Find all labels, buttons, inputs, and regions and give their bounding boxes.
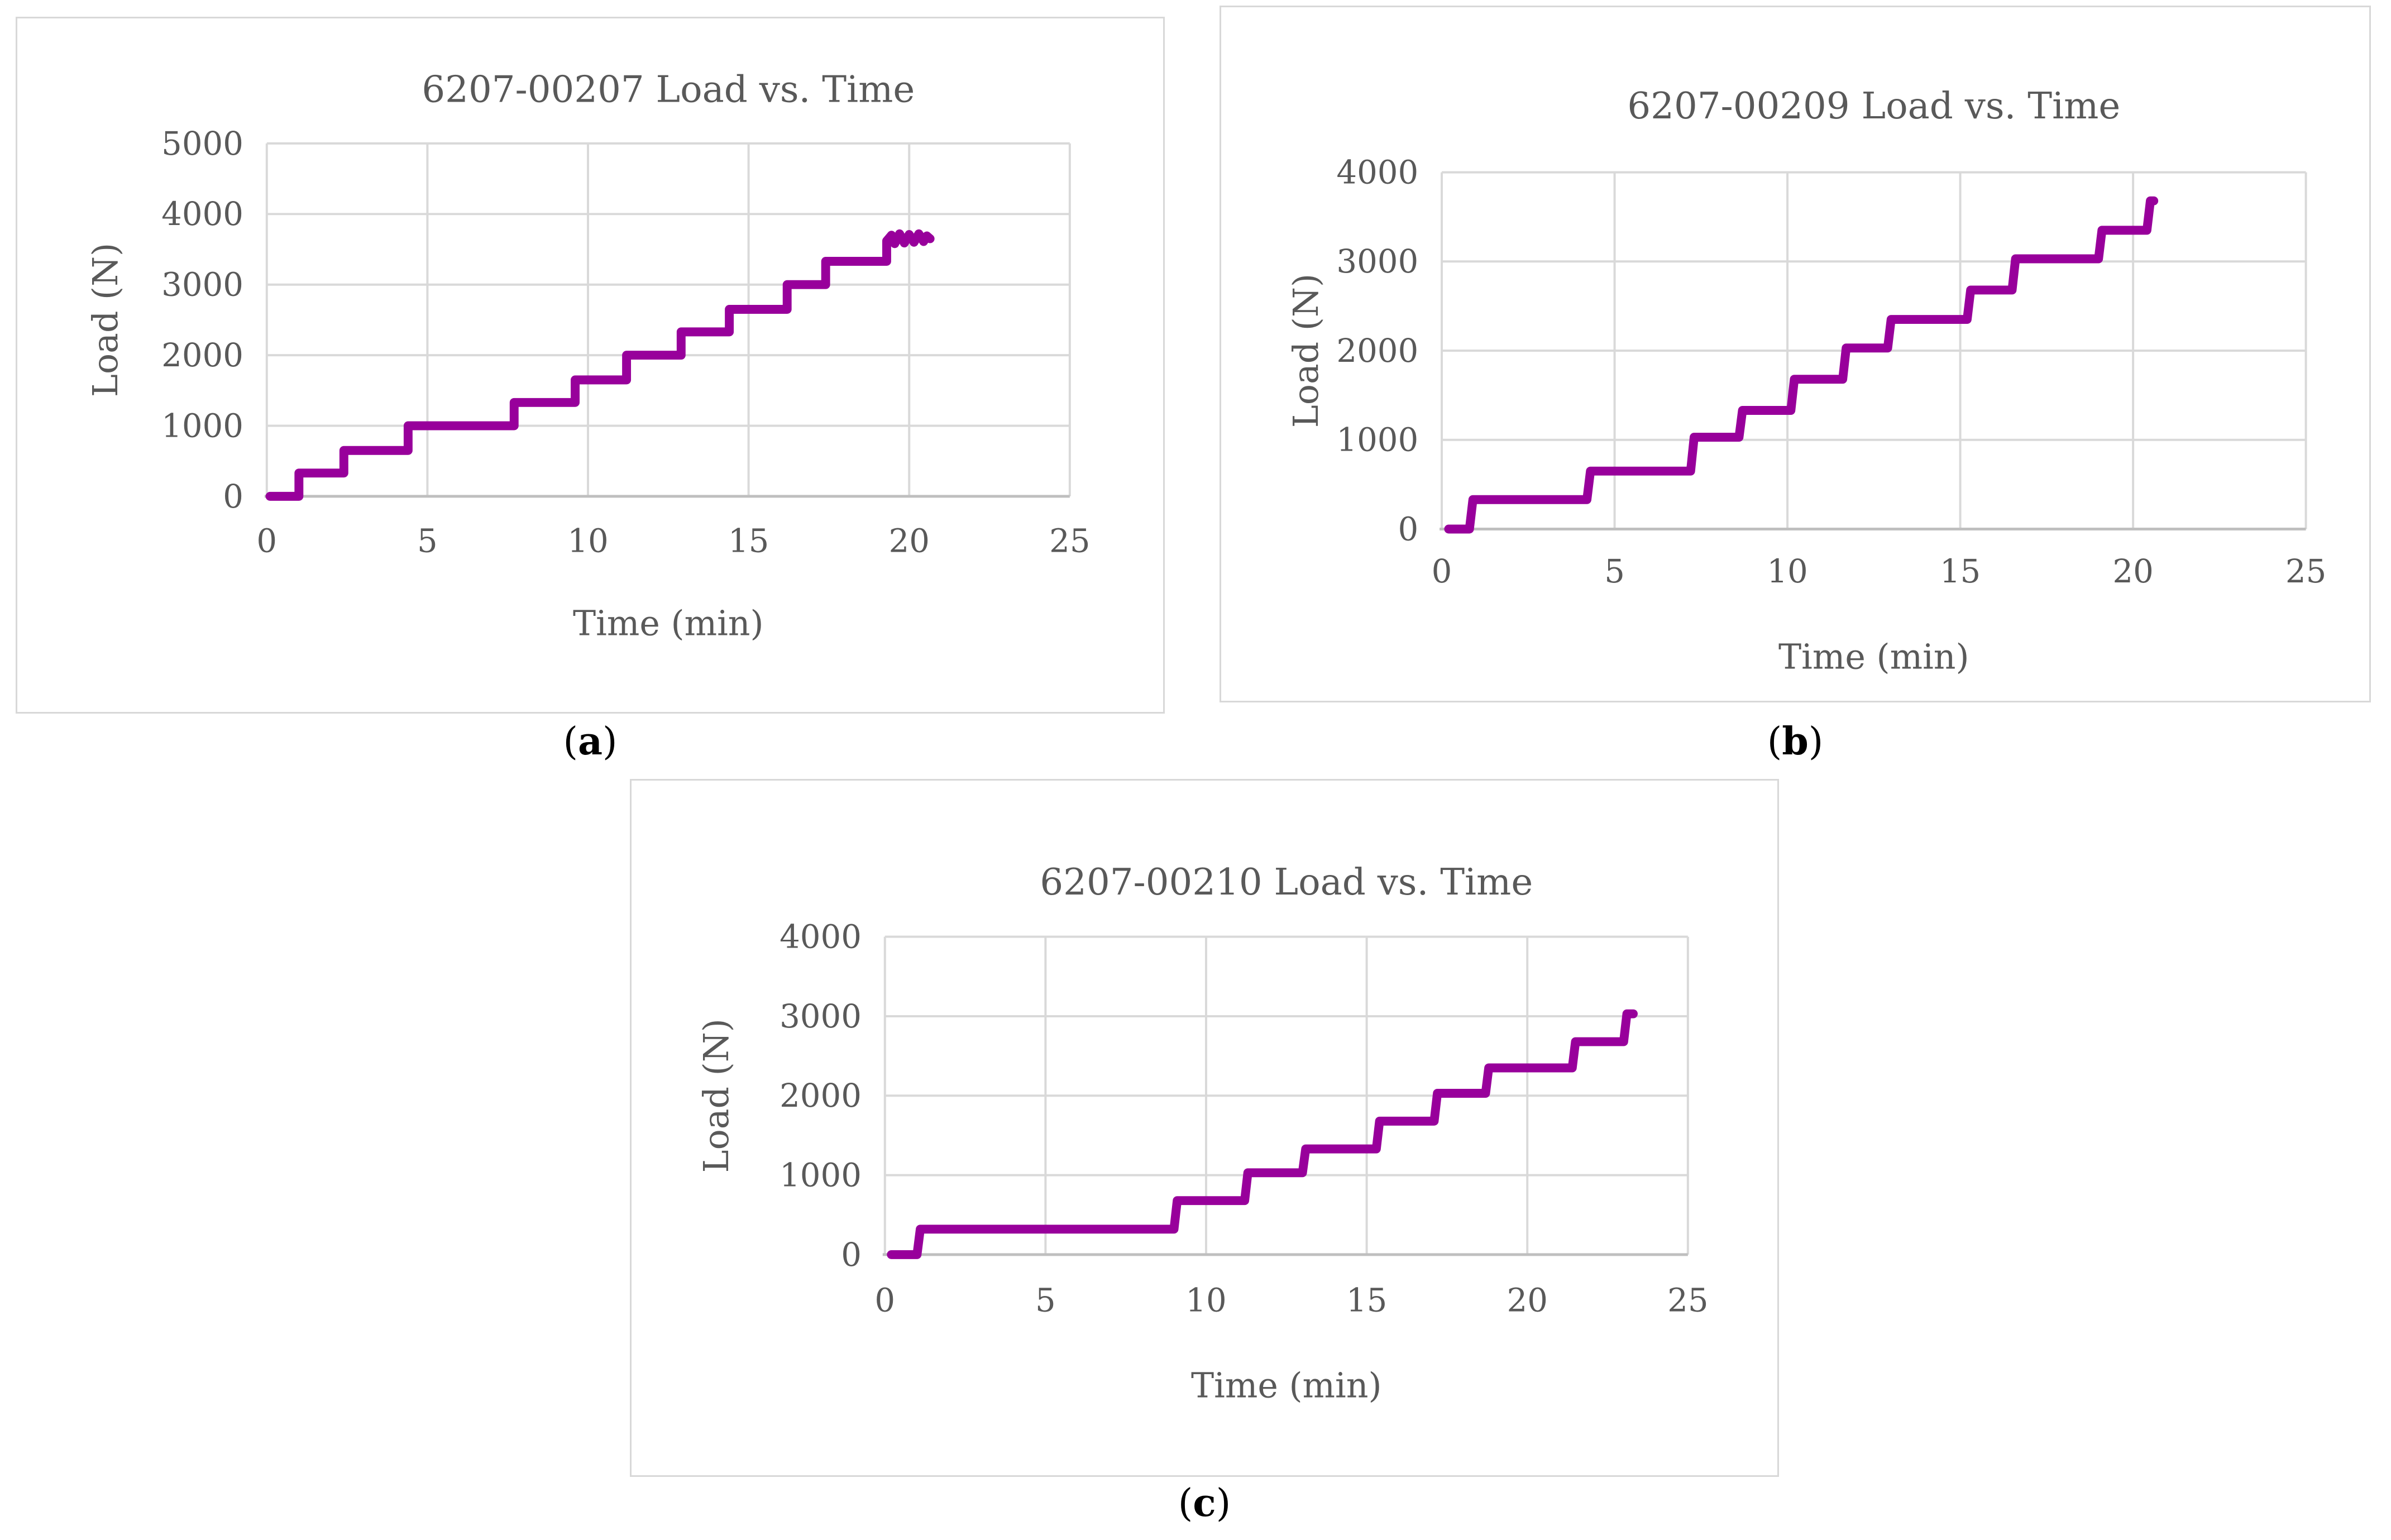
svg-text:0: 0 [841, 1236, 862, 1274]
svg-text:15: 15 [728, 522, 769, 559]
svg-text:Load (N): Load (N) [85, 243, 126, 397]
svg-text:2000: 2000 [161, 336, 243, 374]
caption-c-open: ( [1178, 1481, 1193, 1525]
svg-text:4000: 4000 [1336, 153, 1418, 191]
svg-text:3000: 3000 [161, 266, 243, 304]
svg-text:0: 0 [1432, 552, 1452, 590]
svg-text:Time (min): Time (min) [1191, 1366, 1382, 1406]
svg-text:15: 15 [1346, 1281, 1387, 1319]
svg-text:4000: 4000 [161, 195, 243, 233]
svg-text:20: 20 [1507, 1281, 1547, 1319]
svg-text:25: 25 [1667, 1281, 1708, 1319]
svg-text:6207-00209 Load vs. Time: 6207-00209 Load vs. Time [1627, 85, 2120, 127]
load-vs-time-chart-b: 0 1000 2000 3000 4000 0 5 10 15 20 25 6207-00209 Lo… [1286, 85, 2326, 677]
load-vs-time-chart-c: 0 1000 2000 3000 4000 0 5 10 15 20 25 6207-00210 Lo… [696, 861, 1708, 1406]
caption-b-open: ( [1767, 720, 1782, 764]
svg-text:0: 0 [874, 1281, 895, 1319]
svg-text:1000: 1000 [780, 1156, 862, 1194]
svg-text:20: 20 [2112, 552, 2153, 590]
svg-text:Time (min): Time (min) [573, 604, 764, 644]
svg-text:0: 0 [223, 477, 243, 515]
svg-text:20: 20 [889, 522, 930, 559]
svg-text:0: 0 [256, 522, 277, 559]
svg-text:5: 5 [1604, 552, 1625, 590]
caption-c-letter: c [1193, 1481, 1216, 1525]
svg-text:1000: 1000 [161, 406, 243, 444]
svg-text:Load (N): Load (N) [696, 1018, 737, 1173]
caption-c: (c) [630, 1481, 1779, 1525]
chart-panel-a: 0 1000 2000 3000 4000 5000 0 5 10 15 20 25 6207-0020… [16, 17, 1165, 714]
svg-text:0: 0 [1398, 510, 1419, 548]
svg-text:Load (N): Load (N) [1286, 274, 1326, 428]
svg-text:25: 25 [2285, 552, 2326, 590]
svg-text:25: 25 [1049, 522, 1090, 559]
chart-panel-b: 0 1000 2000 3000 4000 0 5 10 15 20 25 6207-00209 Lo… [1220, 6, 2371, 702]
svg-text:6207-00207 Load vs. Time: 6207-00207 Load vs. Time [422, 68, 915, 111]
svg-text:3000: 3000 [780, 997, 862, 1035]
svg-text:4000: 4000 [780, 918, 862, 956]
svg-text:2000: 2000 [780, 1077, 862, 1115]
svg-text:5: 5 [1035, 1281, 1056, 1319]
caption-a-letter: a [577, 719, 603, 764]
caption-a: (a) [16, 719, 1165, 764]
caption-a-open: ( [563, 720, 578, 764]
svg-text:6207-00210 Load vs. Time: 6207-00210 Load vs. Time [1040, 861, 1533, 903]
svg-text:3000: 3000 [1336, 242, 1418, 280]
load-vs-time-chart-a: 0 1000 2000 3000 4000 5000 0 5 10 15 20 25 6207-0020… [85, 68, 1090, 644]
svg-text:Time (min): Time (min) [1778, 637, 1969, 677]
caption-a-close: ) [602, 720, 618, 764]
svg-text:10: 10 [1185, 1281, 1226, 1319]
svg-text:10: 10 [567, 522, 608, 559]
chart-panel-c: 0 1000 2000 3000 4000 0 5 10 15 20 25 6207-00210 Lo… [630, 779, 1779, 1477]
caption-c-close: ) [1216, 1481, 1231, 1525]
caption-b-letter: b [1782, 719, 1809, 764]
svg-text:1000: 1000 [1336, 421, 1418, 459]
svg-text:5: 5 [417, 522, 438, 559]
caption-b-close: ) [1808, 720, 1824, 764]
svg-text:15: 15 [1940, 552, 1981, 590]
svg-text:2000: 2000 [1336, 332, 1418, 370]
svg-text:5000: 5000 [161, 125, 243, 162]
svg-text:10: 10 [1767, 552, 1807, 590]
caption-b: (b) [1220, 719, 2371, 764]
